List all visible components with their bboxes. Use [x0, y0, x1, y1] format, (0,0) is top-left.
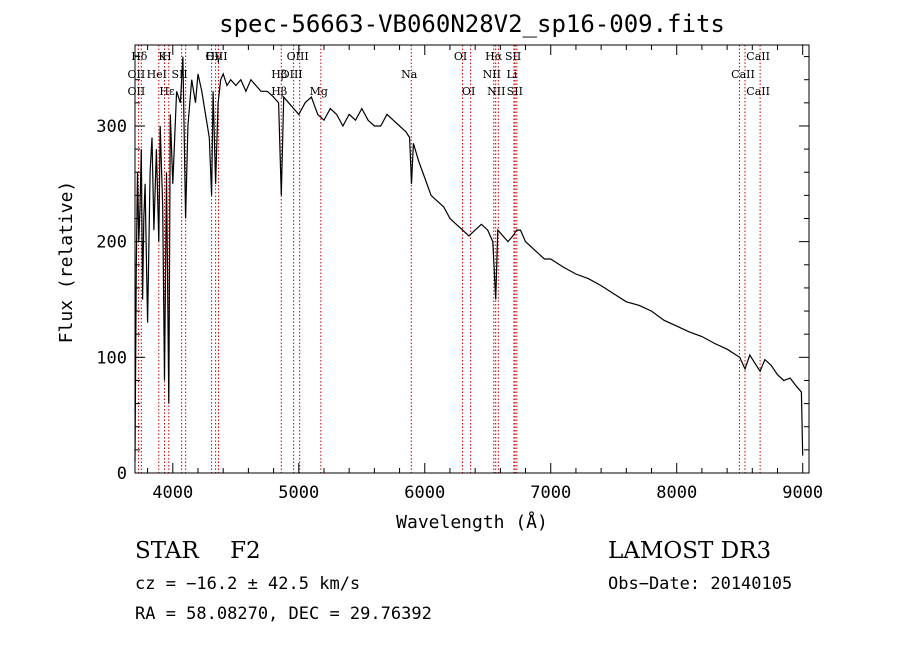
- y-tick-label: 100: [96, 348, 127, 368]
- y-axis-ticks: 0 100 200 300: [96, 56, 809, 484]
- line-label: Hβ: [271, 68, 287, 81]
- line-label: SII: [171, 68, 187, 81]
- line-label: OII: [128, 68, 146, 81]
- line-label: H: [162, 50, 172, 63]
- y-tick-label: 200: [96, 233, 127, 253]
- line-label: OIII: [205, 50, 227, 63]
- line-label: Hβ: [271, 85, 287, 98]
- x-tick-label: 4000: [152, 483, 193, 503]
- y-tick-label: 0: [117, 464, 127, 484]
- redshift-label: cz = −16.2 ± 42.5 km/s: [135, 574, 361, 594]
- x-tick-label: 6000: [404, 483, 445, 503]
- line-label: CaII: [746, 85, 770, 98]
- class-label: STAR: [135, 538, 199, 564]
- line-label: SII: [507, 85, 523, 98]
- y-axis-label: Flux (relative): [56, 181, 77, 344]
- line-label: HeI: [147, 68, 167, 81]
- line-label: Hα: [485, 50, 503, 63]
- x-axis-ticks: 4000 5000 6000 7000 8000 9000: [147, 45, 823, 503]
- x-tick-label: 9000: [782, 483, 823, 503]
- obs-date-label: Obs−Date: 20140105: [608, 574, 793, 594]
- chart-title: spec-56663-VB060N28V2_sp16-009.fits: [219, 10, 725, 38]
- line-label: NII: [487, 85, 505, 98]
- y-tick-label: 300: [96, 117, 127, 137]
- x-axis-label: Wavelength (Å): [396, 511, 548, 533]
- line-label: CaII: [731, 68, 755, 81]
- line-label: OI: [454, 50, 467, 63]
- line-label: OII: [128, 85, 146, 98]
- line-label: CaII: [746, 50, 770, 63]
- line-label: Hγ: [206, 50, 223, 63]
- plot-frame: [134, 44, 810, 474]
- object-class: STAR F2: [135, 538, 261, 564]
- line-label: Hε: [159, 85, 175, 98]
- subclass-label: F2: [230, 538, 261, 564]
- line-label: NII: [483, 68, 501, 81]
- line-label: K: [158, 50, 167, 63]
- line-label: SII: [505, 50, 521, 63]
- spectral-line-markers: [137, 45, 761, 473]
- x-tick-label: 5000: [278, 483, 319, 503]
- x-tick-label: 7000: [530, 483, 571, 503]
- line-label: OIII: [287, 50, 309, 63]
- spectrum-trace: [134, 56, 804, 462]
- coordinates-label: RA = 58.08270, DEC = 29.76392: [135, 604, 432, 624]
- line-label: OI: [462, 85, 475, 98]
- x-tick-label: 8000: [656, 483, 697, 503]
- line-label: OIII: [281, 68, 303, 81]
- line-label: Na: [401, 68, 418, 81]
- line-label: Mg: [310, 85, 328, 98]
- survey-label: LAMOST DR3: [608, 538, 772, 564]
- line-label: Li: [507, 68, 518, 81]
